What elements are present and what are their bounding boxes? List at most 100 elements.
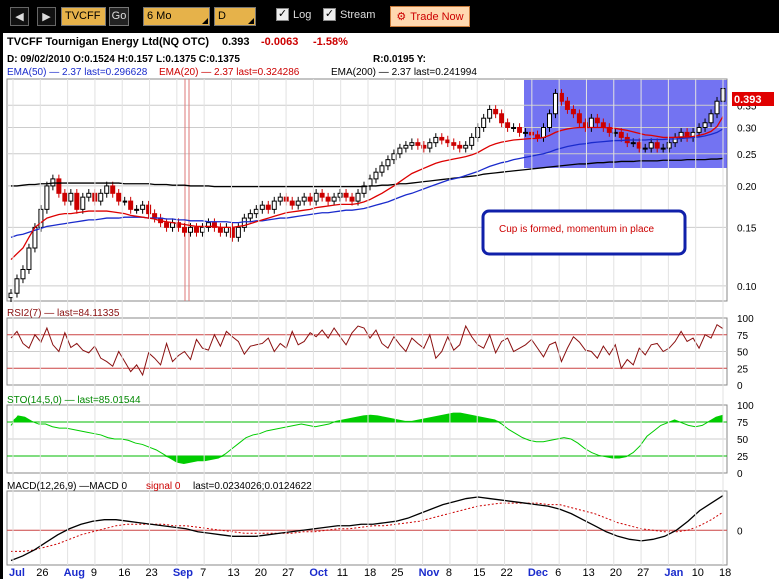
candle-body bbox=[289, 200, 295, 206]
candle-body bbox=[337, 192, 343, 198]
candle-body bbox=[666, 142, 672, 149]
stream-checkbox[interactable]: ✓ Stream bbox=[323, 8, 375, 21]
sto-label: STO(14,5,0) — last=85.01544 bbox=[7, 395, 141, 406]
x-tick-label: 27 bbox=[282, 567, 294, 579]
sto-line bbox=[10, 412, 724, 464]
candle-body bbox=[511, 126, 517, 129]
candle-body bbox=[367, 178, 373, 187]
rsi-tick-label: 50 bbox=[737, 348, 749, 359]
candle-body bbox=[247, 213, 253, 219]
candle-body bbox=[80, 196, 86, 210]
price-change: -0.0063 bbox=[261, 36, 298, 48]
candle-body bbox=[56, 178, 62, 194]
candle-body bbox=[86, 192, 92, 198]
candle-body bbox=[265, 204, 271, 210]
period-value: 6 Mo bbox=[147, 10, 172, 22]
candle-body bbox=[50, 178, 56, 187]
candle-body bbox=[391, 153, 397, 161]
period-select[interactable]: 6 Mo bbox=[143, 7, 210, 26]
candle-body bbox=[397, 147, 403, 155]
candle-body bbox=[564, 100, 570, 110]
trade-now-button[interactable]: ⚙ Trade Now bbox=[390, 6, 470, 27]
candle-body bbox=[355, 192, 361, 202]
candle-body bbox=[271, 200, 277, 210]
candle-body bbox=[301, 196, 307, 202]
candle-body bbox=[152, 213, 158, 219]
x-tick-label: Dec bbox=[528, 567, 548, 579]
forward-arrow-icon[interactable]: ▶ bbox=[37, 7, 56, 26]
checkmark-icon: ✓ bbox=[323, 8, 336, 21]
candle-body bbox=[439, 136, 445, 141]
price-tick-label: 0.25 bbox=[737, 150, 757, 161]
candle-body bbox=[44, 185, 50, 210]
rsi-tick-label: 25 bbox=[737, 364, 749, 375]
rsi-tick-label: 75 bbox=[737, 331, 749, 342]
stock-chart[interactable]: TVCFF Tournigan Energy Ltd(NQ OTC) 0.393… bbox=[3, 33, 779, 579]
price-tick-label: 0.35 bbox=[737, 101, 757, 112]
x-tick-label: 15 bbox=[473, 567, 485, 579]
candle-body bbox=[26, 247, 32, 270]
x-tick-label: 18 bbox=[364, 567, 376, 579]
candle-body bbox=[62, 192, 68, 202]
sto-oversold-fill bbox=[11, 456, 723, 464]
stream-label: Stream bbox=[340, 8, 376, 21]
candle-body bbox=[259, 204, 265, 210]
candle-body bbox=[469, 136, 475, 146]
candle-body bbox=[433, 136, 439, 144]
candle-body bbox=[445, 139, 451, 144]
last-price-tag: 0.393 bbox=[732, 92, 774, 106]
sto-panel: 100 75 50 25 0 bbox=[6, 401, 754, 480]
candle-body bbox=[295, 200, 301, 206]
x-tick-label: 13 bbox=[582, 567, 594, 579]
macd-line bbox=[10, 494, 724, 562]
candle-body bbox=[642, 147, 648, 150]
sto-overbought-fill bbox=[11, 413, 723, 422]
log-label: Log bbox=[293, 8, 312, 21]
range-readout: R:0.0195 Y: bbox=[373, 54, 426, 65]
price-panel: 0.35 0.30 0.25 0.20 0.15 0.10 bbox=[6, 78, 757, 302]
ema200-legend: EMA(200) — 2.37 last=0.241994 bbox=[331, 67, 477, 78]
candle-body bbox=[193, 226, 199, 233]
candle-body bbox=[660, 147, 666, 150]
candle-body bbox=[714, 100, 720, 115]
symbol-input[interactable]: TVCFF bbox=[61, 7, 106, 26]
ema20-line bbox=[10, 116, 724, 261]
candle-body bbox=[594, 117, 600, 124]
log-checkbox[interactable]: ✓ Log bbox=[276, 8, 311, 21]
x-tick-label: Aug bbox=[64, 567, 85, 579]
candle-body bbox=[570, 108, 576, 115]
macd-label: MACD(12,26,9) —MACD 0 bbox=[7, 481, 127, 492]
candle-body bbox=[343, 192, 349, 198]
candle-body bbox=[253, 208, 259, 215]
candle-body bbox=[205, 222, 211, 228]
x-tick-label: 25 bbox=[391, 567, 403, 579]
x-tick-label: 13 bbox=[227, 567, 239, 579]
candle-body bbox=[654, 142, 660, 149]
ohlc-readout: D: 09/02/2010 O:0.1524 H:0.157 L:0.1375 … bbox=[7, 54, 240, 65]
rsi-tick-label: 0 bbox=[737, 381, 743, 392]
price-tick-label: 0.10 bbox=[737, 282, 757, 293]
interval-select[interactable]: D bbox=[214, 7, 256, 26]
interval-value: D bbox=[218, 10, 226, 22]
x-tick-label: 7 bbox=[200, 567, 206, 579]
ema50-legend: EMA(50) — 2.37 last=0.296628 bbox=[7, 67, 148, 78]
candle-body bbox=[319, 192, 325, 198]
candle-body bbox=[487, 108, 493, 119]
back-arrow-icon[interactable]: ◀ bbox=[10, 7, 29, 26]
candle-body bbox=[110, 185, 116, 194]
rsi-tick-label: 100 bbox=[737, 314, 754, 325]
candle-body bbox=[20, 268, 26, 280]
go-button[interactable]: Go bbox=[109, 7, 129, 26]
x-tick-label: Sep bbox=[173, 567, 193, 579]
x-tick-label: 20 bbox=[610, 567, 622, 579]
candle-body bbox=[403, 144, 409, 149]
chart-area[interactable]: TVCFF Tournigan Energy Ltd(NQ OTC) 0.393… bbox=[3, 33, 779, 579]
candle-body bbox=[493, 108, 499, 115]
candle-body bbox=[499, 113, 505, 124]
x-tick-label: 23 bbox=[146, 567, 158, 579]
candle-body bbox=[8, 292, 14, 299]
candle-body bbox=[325, 196, 331, 202]
toolbar: ◀ ▶ TVCFF Go 6 Mo D ✓ Log ✓ Stream ⚙ Tra… bbox=[0, 0, 779, 33]
macd-tick-label: 0 bbox=[737, 526, 743, 537]
candle-body bbox=[373, 171, 379, 180]
